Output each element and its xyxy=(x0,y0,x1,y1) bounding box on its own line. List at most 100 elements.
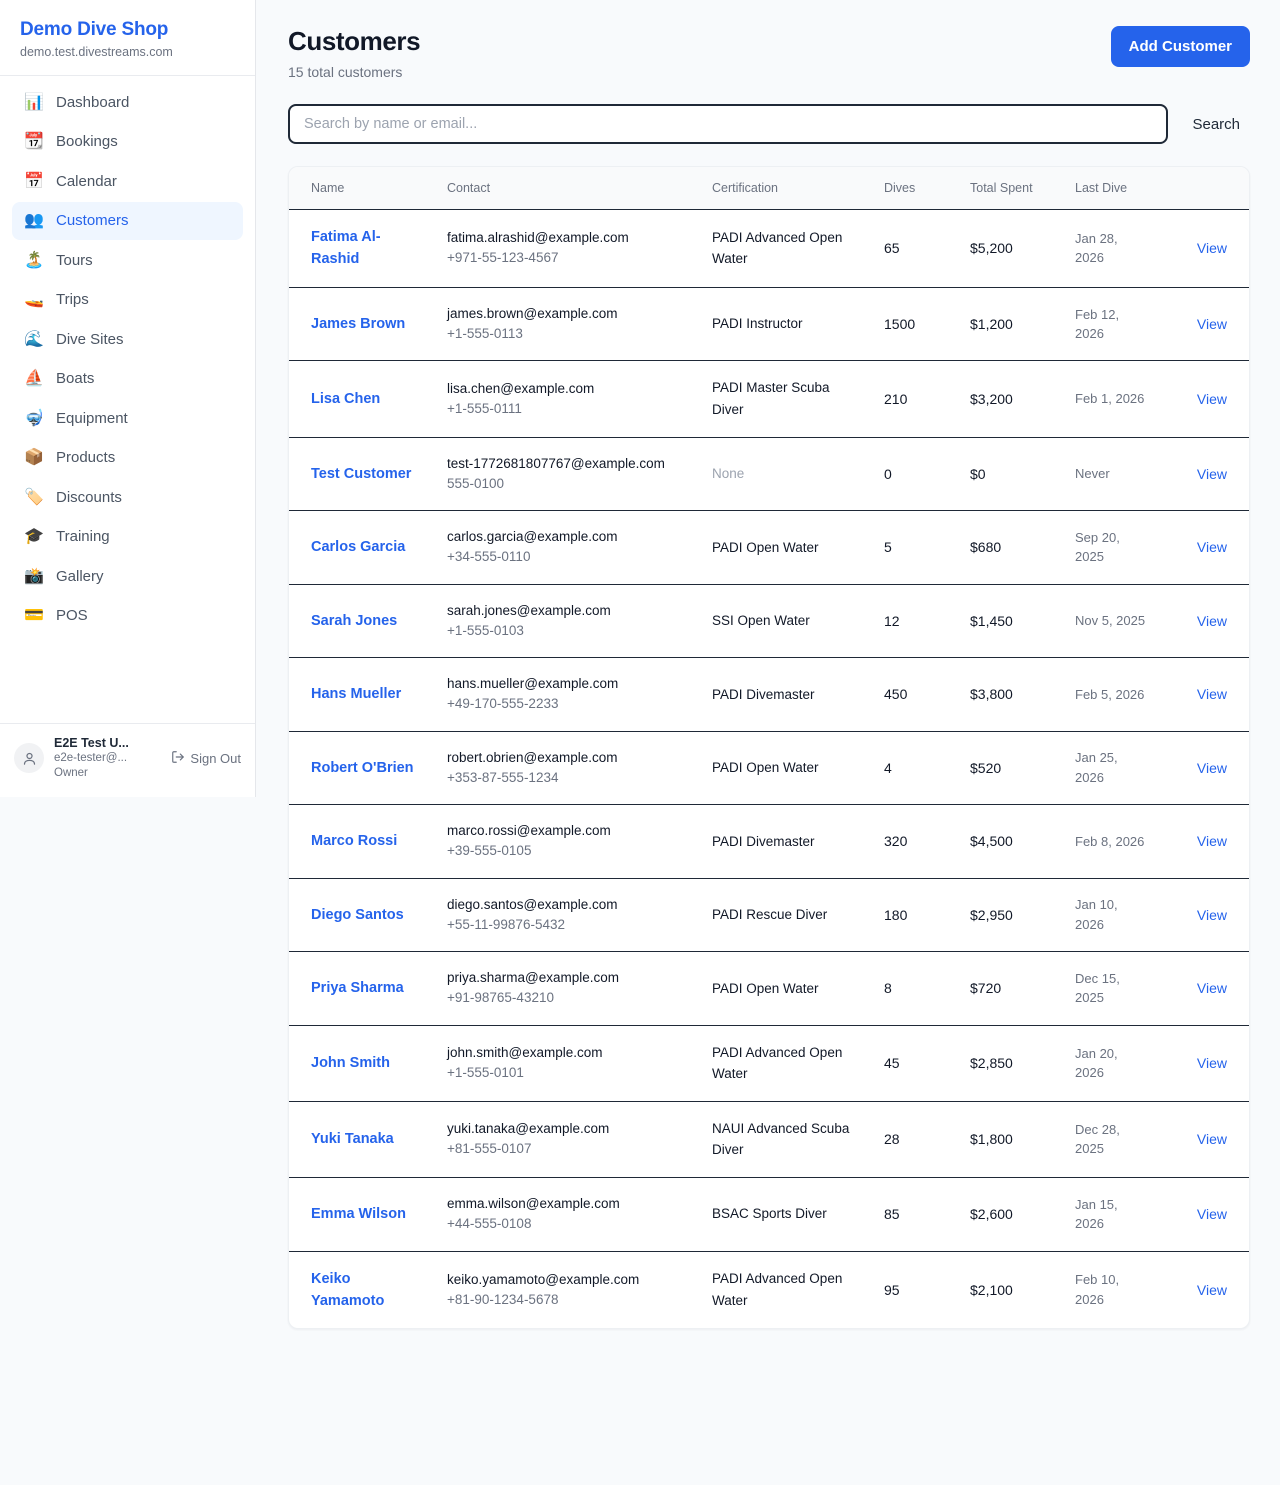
cell-dives-value: 450 xyxy=(884,686,908,703)
cell-certification: PADI Instructor xyxy=(702,287,874,361)
customer-name-link[interactable]: Priya Sharma xyxy=(311,980,404,997)
search-input[interactable] xyxy=(288,104,1169,144)
sidebar-item-discounts[interactable]: 🏷️ Discounts xyxy=(12,479,243,517)
sidebar-item-equipment[interactable]: 🤿 Equipment xyxy=(12,400,243,438)
cell-total-spent-value: $4,500 xyxy=(970,833,1013,850)
cell-dives: 8 xyxy=(874,952,960,1026)
people-icon: 👥 xyxy=(24,212,44,229)
customer-name-link[interactable]: Robert O'Brien xyxy=(311,759,414,776)
customer-name-link[interactable]: Diego Santos xyxy=(311,906,404,923)
cell-dives: 4 xyxy=(874,731,960,805)
view-link[interactable]: View xyxy=(1196,686,1227,703)
cell-actions: View xyxy=(1159,511,1249,585)
cell-last-dive-value: Jan 10, 2026 xyxy=(1075,897,1118,932)
sidebar-item-tours[interactable]: 🏝️ Tours xyxy=(12,242,243,280)
cell-dives-value: 4 xyxy=(884,759,892,776)
cell-certification: SSI Open Water xyxy=(702,584,874,658)
view-link[interactable]: View xyxy=(1196,906,1227,923)
view-link[interactable]: View xyxy=(1196,539,1227,556)
view-link[interactable]: View xyxy=(1196,316,1227,333)
view-link[interactable]: View xyxy=(1196,465,1227,482)
cell-dives: 320 xyxy=(874,805,960,879)
customer-name-link[interactable]: Marco Rossi xyxy=(311,833,398,850)
column-header-contact: Contact xyxy=(437,167,702,210)
search-button[interactable]: Search xyxy=(1182,108,1250,141)
customer-name-link[interactable]: Lisa Chen xyxy=(311,390,381,407)
sidebar-item-bookings[interactable]: 📆 Bookings xyxy=(12,123,243,161)
cell-dives-value: 12 xyxy=(884,612,900,629)
sidebar-item-training[interactable]: 🎓 Training xyxy=(12,518,243,556)
cell-total-spent: $5,200 xyxy=(960,210,1065,288)
page-header-text: Customers 15 total customers xyxy=(288,26,421,80)
sidebar-item-pos[interactable]: 💳 POS xyxy=(12,597,243,635)
cell-certification: BSAC Sports Diver xyxy=(702,1178,874,1252)
customer-phone: +81-90-1234-5678 xyxy=(447,1291,559,1307)
wave-icon: 🌊 xyxy=(24,330,44,348)
sign-out-button[interactable]: Sign Out xyxy=(171,750,241,767)
page-header: Customers 15 total customers Add Custome… xyxy=(288,26,1250,80)
cell-total-spent: $1,450 xyxy=(960,584,1065,658)
cell-certification-value: PADI Master Scuba Diver xyxy=(712,380,830,418)
customer-name-link[interactable]: Carlos Garcia xyxy=(311,539,406,556)
customer-phone: +34-555-0110 xyxy=(447,549,531,565)
view-link[interactable]: View xyxy=(1196,1055,1227,1072)
sidebar-item-calendar[interactable]: 📅 Calendar xyxy=(12,163,243,201)
credit-card-icon: 💳 xyxy=(24,607,44,624)
sidebar-item-label: Training xyxy=(56,528,110,546)
sidebar-item-trips[interactable]: 🚤 Trips xyxy=(12,281,243,319)
cell-actions: View xyxy=(1159,952,1249,1026)
cell-name: James Brown xyxy=(289,287,437,361)
sidebar-item-customers[interactable]: 👥 Customers xyxy=(12,202,243,240)
customer-name-link[interactable]: Keiko Yamamoto xyxy=(311,1270,385,1309)
cell-last-dive-value: Jan 20, 2026 xyxy=(1075,1045,1118,1081)
table-row: Diego Santos diego.santos@example.com +55-… xyxy=(289,878,1249,952)
view-link[interactable]: View xyxy=(1196,833,1227,850)
graduation-cap-icon: 🎓 xyxy=(24,528,44,545)
cell-certification-value: PADI Open Water xyxy=(712,539,819,555)
view-link[interactable]: View xyxy=(1196,1206,1227,1223)
view-link[interactable]: View xyxy=(1196,1281,1227,1298)
customer-name-link[interactable]: Test Customer xyxy=(311,465,412,482)
table-row: John Smith john.smith@example.com +1-555-0… xyxy=(289,1025,1249,1102)
customer-email: marco.rossi@example.com xyxy=(447,823,611,839)
view-link[interactable]: View xyxy=(1196,980,1227,997)
sidebar-item-dive-sites[interactable]: 🌊 Dive Sites xyxy=(12,321,243,359)
customer-name-link[interactable]: Sarah Jones xyxy=(311,612,398,629)
customer-name-link[interactable]: Yuki Tanaka xyxy=(311,1131,394,1148)
cell-certification-value: PADI Instructor xyxy=(712,316,803,332)
cell-name: Sarah Jones xyxy=(289,584,437,658)
customer-name-link[interactable]: James Brown xyxy=(311,315,406,332)
cell-certification-value: SSI Open Water xyxy=(712,613,810,629)
view-link[interactable]: View xyxy=(1196,240,1227,257)
view-link[interactable]: View xyxy=(1196,1131,1227,1148)
customer-email: lisa.chen@example.com xyxy=(447,380,595,396)
customer-name-link[interactable]: Hans Mueller xyxy=(311,686,402,703)
sidebar-item-dashboard[interactable]: 📊 Dashboard xyxy=(12,84,243,122)
cell-dives-value: 95 xyxy=(884,1281,900,1298)
view-link[interactable]: View xyxy=(1196,612,1227,629)
cell-dives-value: 0 xyxy=(884,465,892,482)
sidebar-item-gallery[interactable]: 📸 Gallery xyxy=(12,558,243,596)
cell-last-dive: Dec 15, 2025 xyxy=(1065,952,1159,1026)
add-customer-button[interactable]: Add Customer xyxy=(1110,26,1250,67)
customer-phone: +1-555-0111 xyxy=(447,401,522,417)
sidebar-item-boats[interactable]: ⛵ Boats xyxy=(12,360,243,398)
sidebar-item-products[interactable]: 📦 Products xyxy=(12,439,243,477)
cell-total-spent-value: $1,450 xyxy=(970,612,1013,629)
table-row: Hans Mueller hans.mueller@example.com +49-… xyxy=(289,658,1249,732)
cell-certification: PADI Advanced Open Water xyxy=(702,1251,874,1328)
customer-name-link[interactable]: Emma Wilson xyxy=(311,1206,406,1223)
speedboat-icon: 🚤 xyxy=(24,291,44,308)
cell-last-dive-value: Feb 10, 2026 xyxy=(1075,1272,1120,1307)
sidebar-item-label: POS xyxy=(56,607,88,625)
view-link[interactable]: View xyxy=(1196,759,1227,776)
avatar xyxy=(14,743,44,774)
column-header-name: Name xyxy=(289,167,437,210)
view-link[interactable]: View xyxy=(1196,391,1227,408)
cell-total-spent: $3,200 xyxy=(960,361,1065,437)
table-row: Priya Sharma priya.sharma@example.com +91-… xyxy=(289,952,1249,1026)
customer-name-link[interactable]: Fatima Al-Rashid xyxy=(311,229,381,268)
sign-out-icon xyxy=(171,750,185,767)
customer-name-link[interactable]: John Smith xyxy=(311,1054,390,1071)
cell-last-dive: Feb 8, 2026 xyxy=(1065,805,1159,879)
